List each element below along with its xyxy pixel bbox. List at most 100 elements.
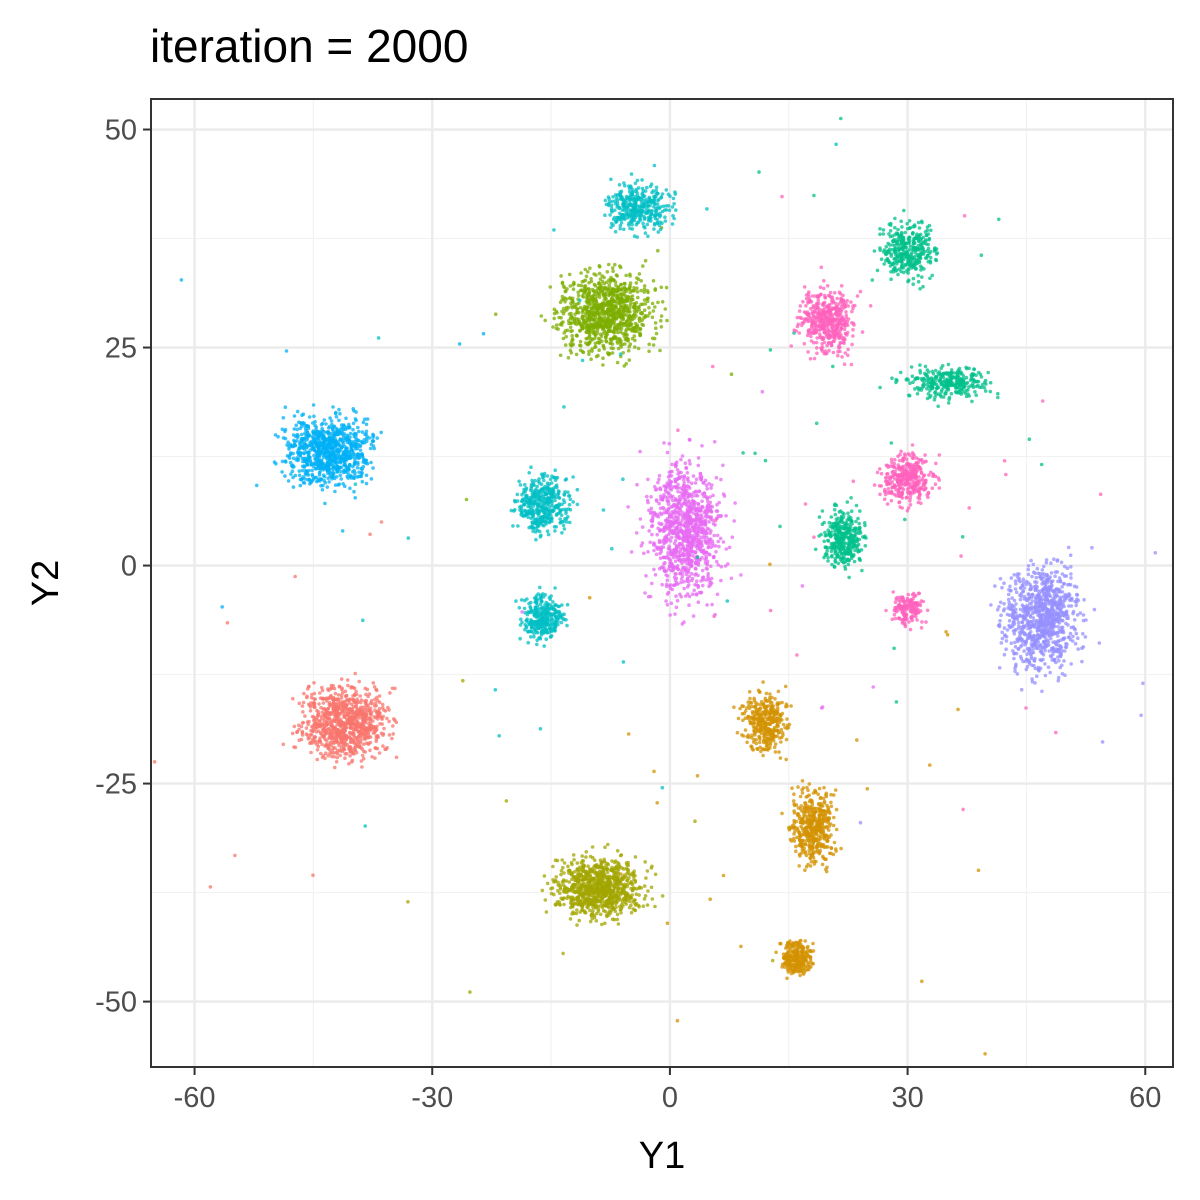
data-point [919,501,923,506]
data-point [847,575,851,580]
data-point [1057,621,1062,625]
data-point [568,325,573,330]
data-point [840,355,844,359]
data-point [1062,574,1067,578]
data-point [1060,572,1065,576]
data-point [1069,565,1073,569]
data-point [1008,584,1012,589]
data-point [660,785,665,790]
data-point [622,312,627,317]
data-point [1098,492,1103,497]
data-point [1021,577,1026,582]
data-point [757,740,762,745]
data-point [813,547,818,552]
data-point [642,308,647,313]
data-point [552,525,557,529]
data-point [364,481,369,486]
data-point [729,576,734,581]
data-point [724,514,728,518]
data-point [827,348,831,353]
data-point [559,274,563,278]
data-point [641,904,646,908]
data-point [893,458,897,462]
data-point [546,532,551,537]
data-point [665,578,670,582]
data-point [370,755,374,759]
data-point [1048,670,1052,675]
data-point [624,362,628,366]
data-point [654,188,658,193]
data-point [759,749,763,754]
data-point [290,469,295,474]
data-point [1072,584,1077,589]
data-point [1039,462,1044,467]
data-point [369,698,374,703]
data-point [583,267,588,272]
data-point [915,618,919,622]
data-point [346,683,350,688]
data-point [673,612,677,616]
data-point [553,468,557,473]
data-point [725,599,730,603]
data-point [320,742,324,747]
data-point [695,774,700,778]
data-point [761,753,765,758]
data-point [644,876,648,880]
data-point [1047,649,1052,653]
data-point [640,541,645,545]
data-point [1040,689,1044,694]
data-point [659,285,664,290]
data-point [351,421,356,426]
data-point [360,753,365,758]
data-point [348,431,353,436]
data-point [359,700,363,705]
data-point [615,912,620,917]
data-point [714,550,718,554]
data-point [643,860,647,864]
data-point [679,580,683,585]
data-point [878,246,882,250]
data-point [1052,557,1056,561]
data-point [937,486,942,490]
data-point [1081,645,1086,649]
data-point [310,714,315,719]
data-point [343,756,347,760]
data-point [639,544,644,548]
data-point [1040,568,1045,572]
data-point [705,486,709,491]
data-point [1006,597,1011,602]
data-point [1030,677,1034,681]
data-point [955,370,960,375]
data-point [911,282,915,287]
data-point [283,474,287,478]
data-point [899,219,903,224]
data-point [829,800,833,805]
data-point [1066,616,1070,621]
data-point [854,503,859,508]
data-point [872,249,877,253]
data-point [329,740,334,744]
data-point [322,474,327,479]
data-point [511,524,515,528]
data-point [493,312,498,317]
data-point [1073,641,1078,646]
data-point [1019,687,1024,692]
data-point [809,334,813,339]
data-point [721,873,726,878]
data-point [563,343,568,347]
data-point [619,339,623,344]
data-point [1004,647,1008,651]
data-point [596,353,600,358]
data-point [784,737,789,742]
data-point [645,869,650,873]
data-point [358,448,363,453]
data-point [318,719,322,723]
data-point [1043,648,1047,653]
data-point [380,705,385,710]
data-point [561,865,565,870]
data-point [497,734,502,738]
data-point [1055,558,1060,562]
data-point [967,506,971,510]
data-point [645,222,650,227]
data-point [832,507,837,512]
